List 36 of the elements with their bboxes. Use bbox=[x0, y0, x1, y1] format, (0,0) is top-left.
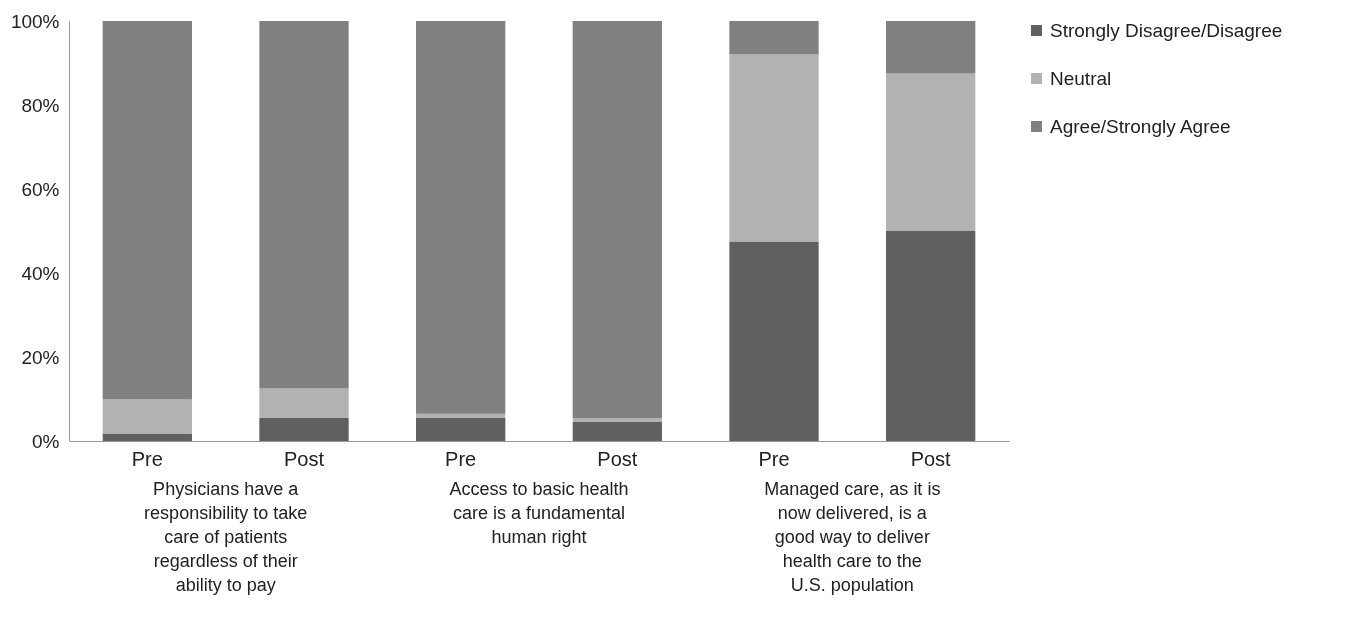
text: Access to basic health care is a fundamental human right bbox=[449, 479, 629, 547]
bar bbox=[572, 417, 662, 423]
y-tick-label: 0% bbox=[32, 430, 60, 452]
bar bbox=[102, 21, 192, 400]
bar bbox=[886, 21, 976, 74]
x-tick-label: Pre bbox=[131, 447, 163, 470]
legend-label: Agree/Strongly Agree bbox=[1050, 115, 1231, 137]
x-tick-label: Post bbox=[910, 447, 952, 470]
bar bbox=[572, 422, 662, 441]
bar bbox=[886, 73, 976, 231]
legend-label: Neutral bbox=[1050, 67, 1112, 89]
bar bbox=[729, 241, 819, 441]
y-tick-label: 20% bbox=[21, 346, 60, 368]
bar bbox=[259, 417, 349, 441]
bar bbox=[416, 21, 506, 414]
bar bbox=[729, 21, 819, 55]
bar bbox=[259, 21, 349, 389]
bar bbox=[102, 433, 192, 441]
x-tick-label: Post bbox=[283, 447, 325, 470]
x-tick-label: Post bbox=[597, 447, 638, 470]
bar bbox=[416, 413, 506, 418]
bar bbox=[886, 231, 976, 441]
x-tick-label: Pre bbox=[758, 447, 790, 470]
x-tick-label: Pre bbox=[445, 447, 477, 470]
bar bbox=[729, 54, 819, 242]
y-tick-label: 80% bbox=[21, 94, 60, 116]
bar bbox=[416, 417, 506, 441]
bar bbox=[102, 399, 192, 434]
y-tick-label: 40% bbox=[21, 262, 60, 284]
y-tick-label: 60% bbox=[21, 178, 60, 200]
legend-label: Strongly Disagree/Disagree bbox=[1050, 19, 1283, 41]
text: Managed care, as it is now delivered, is a good way to deliver health care to the U.S. population bbox=[764, 479, 941, 595]
bar bbox=[259, 388, 349, 418]
bar bbox=[572, 21, 662, 418]
text: Physicians have a responsibility to take care of patients regardless of their ability to pay bbox=[144, 479, 308, 595]
y-tick-label: 100% bbox=[10, 10, 60, 32]
